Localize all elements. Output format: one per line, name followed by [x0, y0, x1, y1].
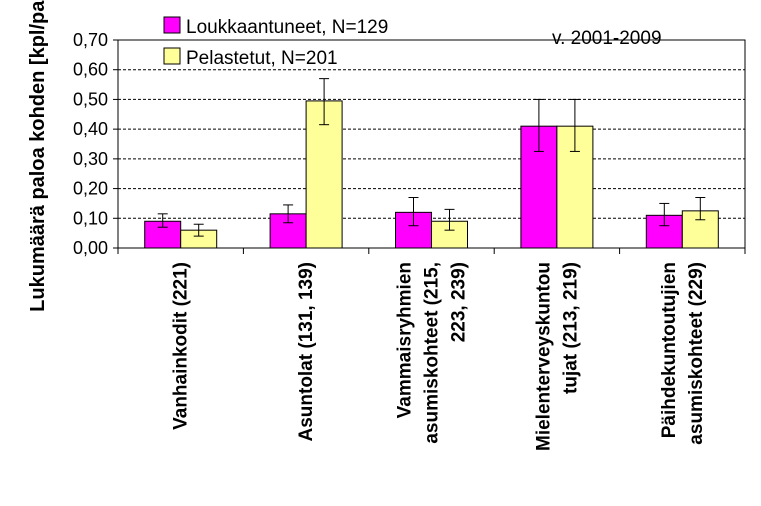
gridlines [118, 69, 745, 219]
y-tick-label: 0,10 [73, 208, 108, 228]
legend-label-loukkaantuneet: Loukkaantuneet, N=129 [186, 17, 388, 38]
category-label: Asuntolat (131, 139) [296, 262, 317, 442]
legend-swatch-loukkaantuneet [163, 16, 181, 34]
category-label: Vammaisryhmien [395, 262, 416, 418]
y-tick-label: 0,40 [73, 119, 108, 139]
category-label: 223, 239) [449, 262, 470, 342]
y-tick-label: 0,50 [73, 89, 108, 109]
category-label: asumiskohteet (215, [422, 262, 443, 444]
category-label: Vanhainkodit (221) [171, 262, 192, 430]
category-label: Mielenterveyskuntou [533, 262, 554, 451]
y-axis-ticks: 0,00 0,10 0,20 0,30 0,40 0,50 0,60 0,70 [73, 30, 118, 258]
period-annotation: v. 2001-2009 [552, 28, 662, 49]
y-axis-label: Lukumäärä paloa kohden [kpl/palo] [27, 0, 49, 312]
legend: Loukkaantuneet, N=129 Pelastetut, N=201 [163, 16, 388, 69]
category-label: Päihdekuntoutujien [659, 262, 680, 438]
y-tick-label: 0,20 [73, 179, 108, 199]
legend-swatch-pelastetut [163, 47, 181, 65]
y-tick-label: 0,70 [73, 30, 108, 50]
x-axis-categories: Vanhainkodit (221) Asuntolat (131, 139) Va… [117, 248, 746, 451]
error-bars [157, 78, 706, 237]
bars [144, 100, 719, 249]
category-label: tujat (213, 219) [560, 262, 581, 394]
category-label: asumiskohteet (229) [686, 262, 707, 445]
y-tick-label: 0,60 [73, 60, 108, 80]
y-tick-label: 0,00 [73, 238, 108, 258]
y-tick-label: 0,30 [73, 149, 108, 169]
legend-label-pelastetut: Pelastetut, N=201 [186, 48, 338, 69]
